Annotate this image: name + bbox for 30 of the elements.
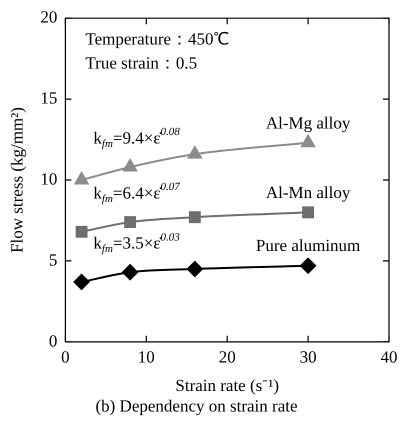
point [76,226,88,238]
y-tick-label: 0 [48,331,58,350]
point [122,264,138,280]
point [74,172,89,184]
x-tick-label: 10 [138,347,155,366]
y-axis-title: Flow stress (kg/mm²) [8,107,27,253]
point [74,274,90,290]
series-label: Al-Mg alloy [266,113,351,132]
point [123,159,138,172]
series-label: Pure aluminum [256,236,360,256]
text: (b) Dependency on strain rate [95,396,298,416]
point [188,146,202,159]
point [124,216,136,228]
annotation: True strain：0.5 [85,54,198,73]
x-tick-label: 40 [380,347,398,366]
point [302,206,314,218]
x-tick-label: 0 [61,347,70,366]
annotation: Temperature：450℃ [85,30,230,49]
point [186,260,203,277]
point [301,134,316,148]
point [300,258,316,274]
y-tick-label: 5 [48,250,58,270]
series-label: Al-Mn alloy [266,182,351,202]
y-tick-label: 15 [40,88,58,108]
x-axis-title: Strain rate (s⁻¹) [175,376,280,395]
point [188,211,201,224]
y-tick-label: 20 [40,8,58,27]
x-tick-label: 30 [300,347,317,366]
y-tick-label: 10 [40,169,58,188]
x-tick-label: 20 [218,347,236,366]
